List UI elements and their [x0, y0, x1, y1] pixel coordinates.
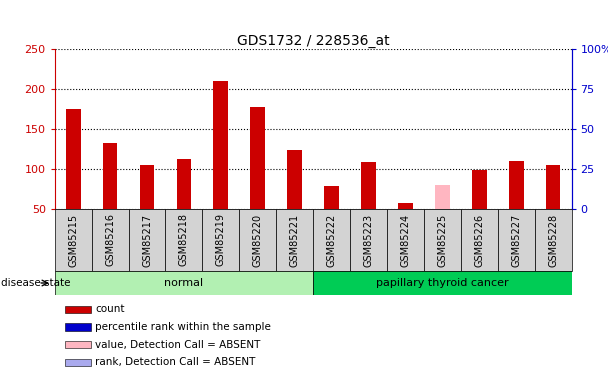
- Bar: [103, 143, 117, 209]
- Text: GSM85227: GSM85227: [511, 213, 521, 267]
- Text: percentile rank within the sample: percentile rank within the sample: [95, 322, 271, 332]
- Bar: [313, 209, 350, 271]
- Bar: [387, 209, 424, 271]
- Bar: [313, 271, 572, 295]
- Text: GSM85220: GSM85220: [253, 213, 263, 267]
- Text: normal: normal: [164, 278, 204, 288]
- Bar: [361, 162, 376, 209]
- Bar: [276, 209, 313, 271]
- Bar: [65, 358, 91, 366]
- Text: GSM85216: GSM85216: [105, 213, 115, 267]
- Text: GSM85218: GSM85218: [179, 213, 189, 267]
- Bar: [55, 271, 313, 295]
- Bar: [128, 209, 165, 271]
- Bar: [509, 161, 523, 209]
- Text: GSM85228: GSM85228: [548, 213, 558, 267]
- Text: GSM85226: GSM85226: [474, 213, 484, 267]
- Text: disease state: disease state: [1, 278, 70, 288]
- Bar: [287, 150, 302, 209]
- Bar: [55, 209, 92, 271]
- Bar: [398, 203, 413, 209]
- Bar: [424, 209, 461, 271]
- Text: GSM85224: GSM85224: [401, 213, 410, 267]
- Text: GSM85215: GSM85215: [68, 213, 78, 267]
- Text: GSM85219: GSM85219: [216, 213, 226, 267]
- Bar: [435, 185, 450, 209]
- Bar: [165, 209, 202, 271]
- Bar: [472, 170, 486, 209]
- Bar: [240, 209, 276, 271]
- Bar: [350, 209, 387, 271]
- Bar: [176, 159, 192, 209]
- Text: rank, Detection Call = ABSENT: rank, Detection Call = ABSENT: [95, 357, 255, 367]
- Title: GDS1732 / 228536_at: GDS1732 / 228536_at: [237, 34, 390, 48]
- Text: GSM85221: GSM85221: [289, 213, 300, 267]
- Bar: [140, 165, 154, 209]
- Text: GSM85222: GSM85222: [326, 213, 337, 267]
- Text: GSM85225: GSM85225: [437, 213, 447, 267]
- Text: count: count: [95, 304, 125, 314]
- Bar: [545, 165, 561, 209]
- Bar: [498, 209, 534, 271]
- Text: GSM85217: GSM85217: [142, 213, 152, 267]
- Text: GSM85223: GSM85223: [364, 213, 373, 267]
- Bar: [324, 186, 339, 209]
- Text: value, Detection Call = ABSENT: value, Detection Call = ABSENT: [95, 340, 261, 350]
- Bar: [213, 81, 228, 209]
- Bar: [461, 209, 498, 271]
- Bar: [65, 323, 91, 331]
- Bar: [202, 209, 240, 271]
- Text: papillary thyroid cancer: papillary thyroid cancer: [376, 278, 509, 288]
- Bar: [92, 209, 128, 271]
- Bar: [65, 306, 91, 313]
- Bar: [250, 106, 265, 209]
- Bar: [65, 341, 91, 348]
- Bar: [66, 109, 80, 209]
- Bar: [534, 209, 572, 271]
